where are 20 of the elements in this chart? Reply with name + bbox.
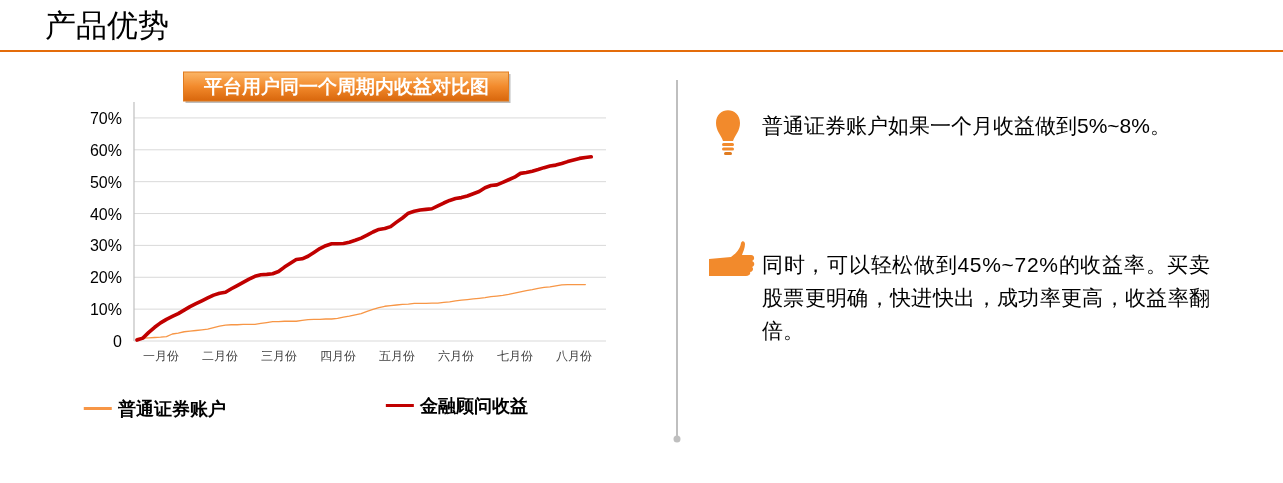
y-tick-label: 70% (89, 109, 122, 127)
x-tick-label: 三月份 (260, 349, 297, 363)
y-tick-label: 0 (113, 333, 123, 350)
x-tick-label: 二月份 (201, 349, 238, 363)
x-tick-label: 八月份 (555, 349, 592, 363)
x-tick-label: 五月份 (378, 349, 415, 363)
text: 普通证券账户如果一个月收益做到5%~8%。 (762, 114, 1171, 137)
text: 产品优势 (45, 8, 169, 43)
chart-title: 平台用户同一个周期内收益对比图 (202, 76, 489, 97)
x-tick-label: 四月份 (319, 349, 356, 363)
text: 同时，可以轻松做到45%~72%的收益率。买卖股票更明确，快进快出，成功率更高，收益率翻倍。 (762, 253, 1210, 342)
x-tick-label: 七月份 (496, 349, 533, 363)
y-tick-label: 60% (89, 141, 122, 159)
y-tick-label: 50% (89, 173, 122, 191)
y-tick-label: 30% (89, 237, 122, 255)
x-tick-label: 一月份 (142, 349, 179, 363)
y-tick-label: 10% (89, 301, 122, 319)
x-tick-label: 六月份 (437, 349, 474, 363)
y-tick-label: 20% (89, 269, 122, 287)
y-tick-label: 40% (89, 205, 122, 223)
